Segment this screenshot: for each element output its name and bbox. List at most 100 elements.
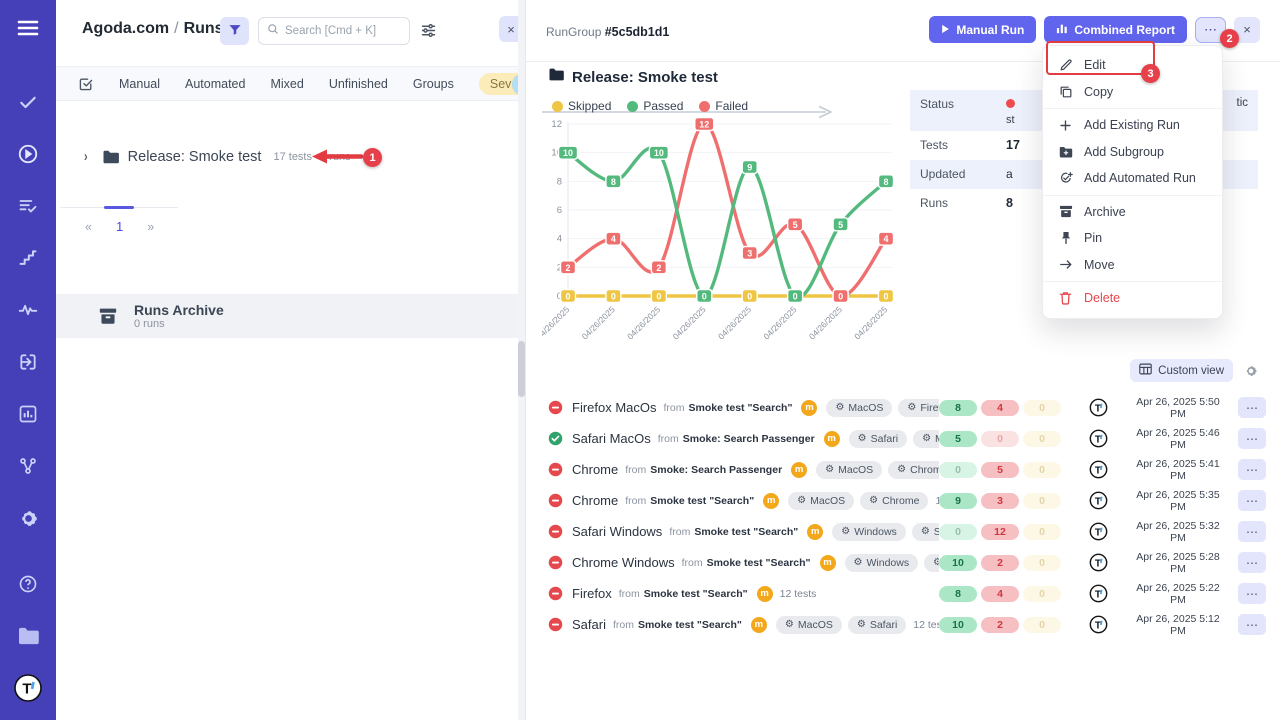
- run-more-button[interactable]: ⋯: [1238, 459, 1266, 480]
- run-row[interactable]: Firefox MacOs from Smoke test "Search" m ⚙ Ma…: [548, 392, 1266, 423]
- run-title[interactable]: Firefox MacOs: [572, 400, 657, 415]
- failed-pill: 0: [981, 430, 1019, 447]
- result-pills: 0 12 0: [939, 523, 1061, 540]
- run-more-button[interactable]: ⋯: [1238, 583, 1266, 604]
- run-more-button[interactable]: ⋯: [1238, 552, 1266, 573]
- menu-item-add-existing-run[interactable]: Add Existing Run: [1043, 112, 1222, 139]
- run-more-button[interactable]: ⋯: [1238, 521, 1266, 542]
- failed-status-icon: [548, 617, 563, 632]
- search-box: [258, 17, 410, 45]
- run-row[interactable]: Chrome Windows from Smoke test "Search" m ⚙ W…: [548, 547, 1266, 578]
- env-tags: ⚙Windows ⚙Safari: [832, 522, 939, 541]
- menu-item-add-automated-run[interactable]: Add Automated Run: [1043, 165, 1222, 192]
- legend-passed[interactable]: Passed: [627, 99, 683, 113]
- menu-item-delete[interactable]: Delete: [1043, 285, 1222, 312]
- runs-play-icon[interactable]: [0, 128, 56, 180]
- run-title[interactable]: Chrome: [572, 493, 619, 508]
- manual-run-button[interactable]: Manual Run: [929, 16, 1037, 43]
- run-title[interactable]: Chrome Windows: [572, 555, 675, 570]
- menu-item-add-subgroup[interactable]: Add Subgroup: [1043, 139, 1222, 166]
- user-avatar[interactable]: T: [0, 662, 56, 714]
- menu-item-archive[interactable]: Archive: [1043, 199, 1222, 226]
- timeline-arrow-icon: [542, 105, 832, 119]
- run-row[interactable]: Safari from Smoke test "Search" m ⚙ MacOS ⚙ Saf…: [548, 609, 1266, 640]
- plans-list-icon[interactable]: [0, 180, 56, 232]
- menu-item-pin[interactable]: Pin: [1043, 225, 1222, 252]
- prev-page-button[interactable]: «: [85, 219, 92, 234]
- funnel-icon: [228, 23, 242, 40]
- tab-manual[interactable]: Manual: [119, 76, 160, 91]
- import-icon[interactable]: [0, 336, 56, 388]
- move-arrow-icon: [1058, 258, 1073, 271]
- adjustments-icon[interactable]: [420, 22, 437, 42]
- panel-scrollbar[interactable]: [518, 0, 525, 720]
- settings-gear-icon[interactable]: [0, 492, 56, 544]
- analytics-chart-icon[interactable]: [0, 388, 56, 440]
- rungroup-title[interactable]: Release: Smoke test: [127, 149, 262, 165]
- archive-icon: [1058, 205, 1073, 218]
- run-row[interactable]: Chrome from Smoke: Search Passenger m ⚙ MacOS…: [548, 454, 1266, 485]
- plus-icon: [1058, 119, 1073, 132]
- svg-text:T: T: [1095, 589, 1101, 600]
- runs-panel: Agoda.com/Runs × Manual Automated Mixed …: [56, 0, 526, 720]
- manual-badge: m: [763, 492, 780, 509]
- run-more-button[interactable]: ⋯: [1238, 397, 1266, 418]
- menu-item-edit[interactable]: Edit: [1043, 52, 1222, 79]
- run-more-button[interactable]: ⋯: [1238, 614, 1266, 635]
- env-tag: ⚙ Windows: [844, 553, 919, 572]
- page-1-button[interactable]: 1: [115, 219, 124, 234]
- branches-icon[interactable]: [0, 440, 56, 492]
- search-input[interactable]: [285, 25, 400, 37]
- menu-item-copy[interactable]: Copy: [1043, 79, 1222, 106]
- tab-unfinished[interactable]: Unfinished: [328, 76, 388, 91]
- failed-pill: 4: [981, 399, 1019, 416]
- run-row[interactable]: Chrome from Smoke test "Search" m ⚙ MacOS ⚙ Chr…: [548, 485, 1266, 516]
- scrollbar-handle[interactable]: [518, 341, 525, 397]
- runs-archive-item[interactable]: Runs Archive 0 runs: [56, 294, 525, 338]
- tab-mixed[interactable]: Mixed: [270, 76, 304, 91]
- legend-skipped[interactable]: Skipped: [552, 99, 611, 113]
- svg-text:T: T: [1095, 558, 1101, 569]
- select-runs-icon[interactable]: [78, 76, 94, 92]
- help-icon[interactable]: [0, 558, 56, 610]
- breadcrumb-project[interactable]: Agoda.com: [82, 20, 170, 37]
- expand-chevron-icon[interactable]: ›: [84, 149, 88, 165]
- next-page-button[interactable]: »: [147, 219, 155, 234]
- custom-view-button[interactable]: Custom view: [1130, 359, 1233, 382]
- pulse-activity-icon[interactable]: [0, 284, 56, 336]
- svg-text:T: T: [22, 681, 31, 698]
- svg-text:0: 0: [565, 292, 570, 302]
- svg-text:10: 10: [551, 148, 562, 159]
- svg-text:T: T: [1095, 527, 1101, 538]
- svg-text:12: 12: [551, 119, 562, 130]
- svg-text:T: T: [1095, 465, 1101, 476]
- manual-badge: m: [791, 461, 808, 478]
- milestones-stairs-icon[interactable]: [0, 232, 56, 284]
- run-row[interactable]: Safari Windows from Smoke test "Search" m ⚙ W…: [548, 516, 1266, 547]
- run-row[interactable]: Firefox from Smoke test "Search" m 12 tests 8…: [548, 578, 1266, 609]
- filter-button[interactable]: [220, 17, 249, 45]
- failed-pill: 5: [981, 461, 1019, 478]
- combined-report-button[interactable]: Combined Report: [1044, 16, 1187, 43]
- menu-item-move[interactable]: Move: [1043, 252, 1222, 279]
- legend-failed[interactable]: Failed: [699, 99, 748, 113]
- run-title[interactable]: Firefox: [572, 586, 612, 601]
- rungroup-tree-item[interactable]: › Release: Smoke test 17 tests 8 runs: [56, 144, 525, 170]
- run-title[interactable]: Chrome: [572, 462, 619, 477]
- run-title[interactable]: Safari Windows: [572, 524, 663, 539]
- svg-text:10: 10: [563, 148, 573, 158]
- tab-automated[interactable]: Automated: [185, 76, 246, 91]
- tab-groups[interactable]: Groups: [412, 76, 454, 91]
- run-title[interactable]: Safari MacOs: [572, 431, 651, 446]
- tests-check-icon[interactable]: [0, 76, 56, 128]
- projects-folder-icon[interactable]: [0, 610, 56, 662]
- manual-badge: m: [823, 430, 840, 447]
- run-more-button[interactable]: ⋯: [1238, 490, 1266, 511]
- menu-hamburger-icon[interactable]: [0, 2, 56, 54]
- run-title[interactable]: Safari: [572, 617, 606, 632]
- run-more-button[interactable]: ⋯: [1238, 428, 1266, 449]
- view-settings-gear-icon[interactable]: [1244, 364, 1258, 378]
- run-row[interactable]: Safari MacOs from Smoke: Search Passenger m…: [548, 423, 1266, 454]
